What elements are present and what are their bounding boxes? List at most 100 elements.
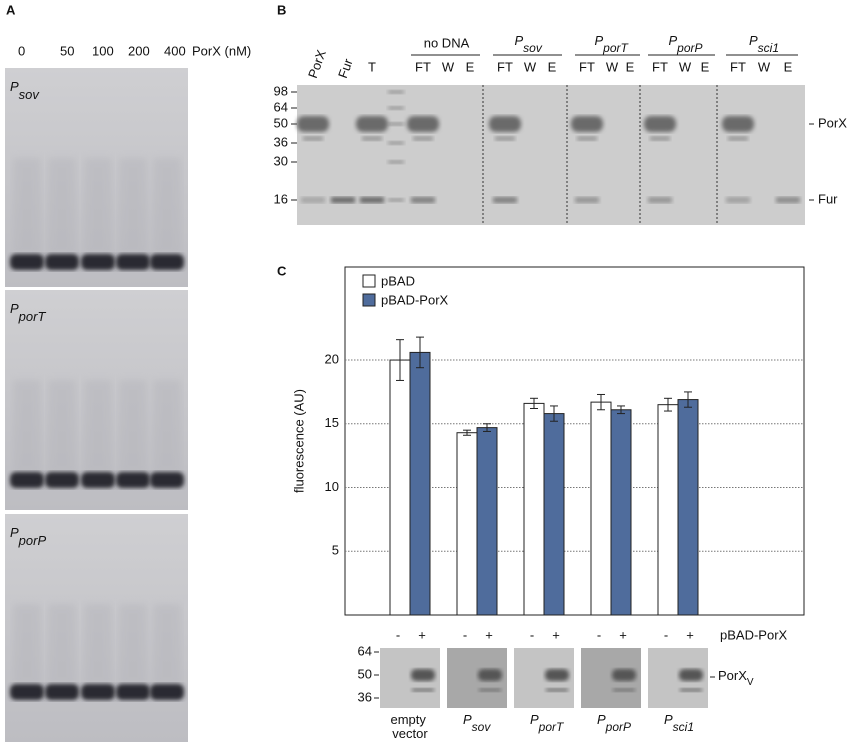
fraction-label: W <box>758 59 771 74</box>
category-label: Psci1 <box>664 712 694 734</box>
marker-label: 36 <box>274 134 288 149</box>
ladder-band <box>388 141 404 145</box>
sign-label: + <box>552 627 560 642</box>
error-bar <box>463 429 471 436</box>
band <box>722 116 754 132</box>
band <box>577 136 597 141</box>
legend-label: pBAD-PorX <box>381 292 449 307</box>
lane-label: T <box>368 59 376 74</box>
smear <box>153 380 181 475</box>
band <box>648 197 672 203</box>
lane-dividers <box>482 85 718 225</box>
marker-label: 36 <box>358 689 372 704</box>
category-label: PporT <box>530 712 565 734</box>
sign-label: + <box>686 627 694 642</box>
band <box>331 197 355 203</box>
band <box>81 472 115 488</box>
marker-label: 64 <box>358 643 372 658</box>
band <box>413 136 433 141</box>
fraction-label: W <box>606 59 619 74</box>
band <box>10 254 44 270</box>
bar <box>610 409 632 616</box>
band <box>297 116 329 132</box>
concentration-label: 100 <box>92 43 114 58</box>
band <box>412 688 434 692</box>
band <box>150 254 184 270</box>
fraction-label: E <box>548 59 557 74</box>
legend-swatch <box>362 274 376 288</box>
fraction-label: E <box>626 59 635 74</box>
band <box>571 116 603 132</box>
legend-swatch <box>362 293 376 307</box>
bar <box>590 401 612 616</box>
band <box>150 684 184 700</box>
ladder-band <box>388 106 404 110</box>
band <box>301 197 325 203</box>
panel-label: B <box>277 2 286 17</box>
band <box>650 136 670 141</box>
smear <box>13 380 41 475</box>
concentration-label: 200 <box>128 43 150 58</box>
error-bar <box>483 423 491 432</box>
gel-label: Psov <box>10 79 40 102</box>
y-tick-label: 20 <box>325 351 339 366</box>
bar <box>456 432 478 616</box>
marker-label: 64 <box>274 99 288 114</box>
band <box>612 669 636 681</box>
category-label: Psov <box>463 712 491 734</box>
band <box>303 136 323 141</box>
marker-label: 50 <box>274 115 288 130</box>
sign-label: - <box>664 627 668 642</box>
band <box>479 688 501 692</box>
band <box>10 684 44 700</box>
band <box>356 116 388 132</box>
error-bar <box>664 397 672 412</box>
sign-label: - <box>530 627 534 642</box>
y-tick-label: 15 <box>325 415 339 430</box>
fraction-label: E <box>784 59 793 74</box>
marker-label: 30 <box>274 153 288 168</box>
band <box>679 669 703 681</box>
band <box>411 669 435 681</box>
band <box>362 136 382 141</box>
error-bar <box>530 397 538 409</box>
group-label: Psci1 <box>749 33 779 55</box>
marker-label: 50 <box>358 666 372 681</box>
group-label: PporP <box>669 33 703 55</box>
band <box>545 669 569 681</box>
band <box>546 688 568 692</box>
band <box>776 197 800 203</box>
error-bar <box>416 336 424 369</box>
concentration-label: 0 <box>18 43 25 58</box>
smear <box>84 380 112 475</box>
band <box>728 136 748 141</box>
ladder-band <box>388 160 404 164</box>
ladder-band <box>388 90 404 94</box>
fraction-label: E <box>701 59 710 74</box>
error-bar <box>617 405 625 415</box>
panel-label: A <box>6 2 16 17</box>
group-label: Psov <box>515 33 543 55</box>
smear <box>119 380 147 475</box>
lane-label: PorX <box>305 48 329 81</box>
error-bar <box>597 393 605 411</box>
gel-image <box>297 85 805 225</box>
sign-label: - <box>396 627 400 642</box>
smear <box>84 158 112 257</box>
band-label: PorX <box>818 115 847 130</box>
sign-label: + <box>619 627 627 642</box>
gel-label: PporT <box>10 301 46 324</box>
smear <box>119 604 147 687</box>
fraction-label: E <box>466 59 475 74</box>
bar <box>677 399 699 616</box>
smear <box>153 158 181 257</box>
error-bar <box>396 339 404 381</box>
concentration-label: 50 <box>60 43 74 58</box>
bar <box>476 427 498 616</box>
plot-frame <box>344 266 805 616</box>
band <box>116 684 150 700</box>
band <box>81 684 115 700</box>
induction-label: pBAD-PorX <box>720 627 788 642</box>
sign-label: - <box>597 627 601 642</box>
